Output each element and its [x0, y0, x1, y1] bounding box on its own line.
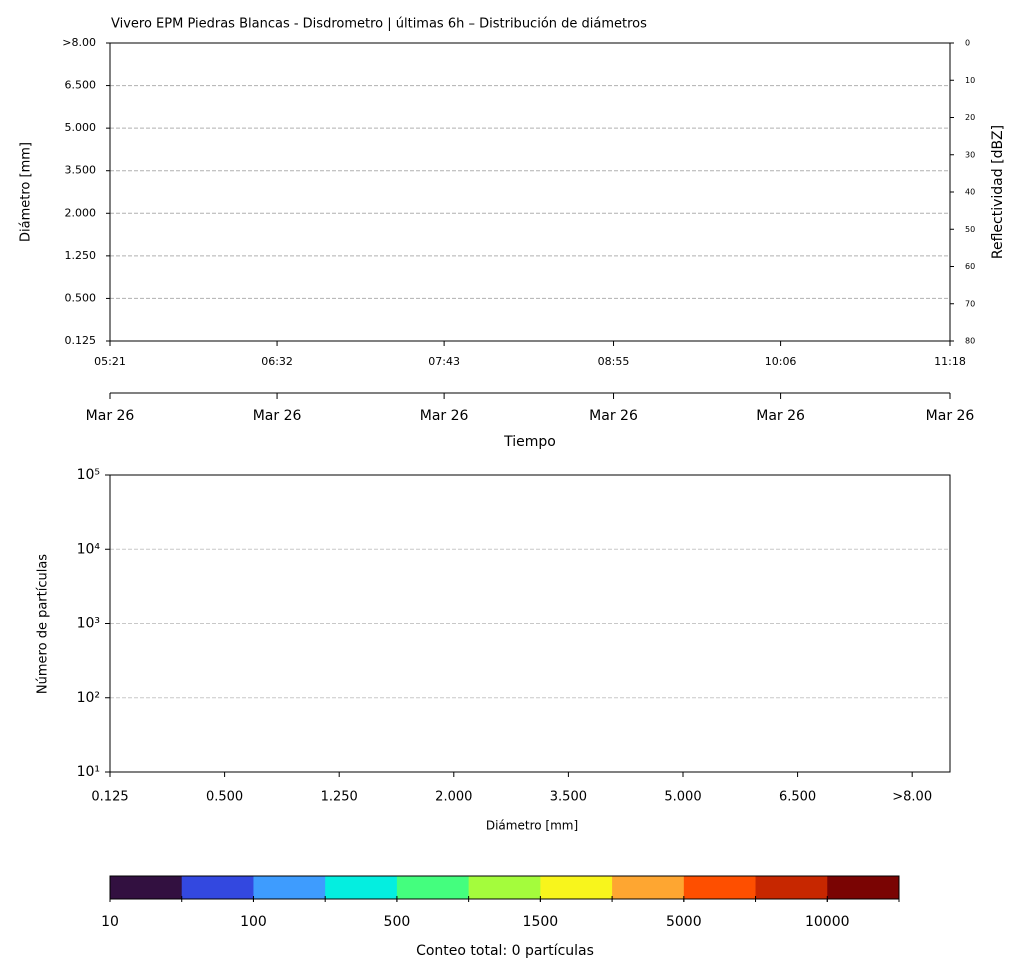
y-axis-label: Diámetro [mm] [19, 142, 34, 242]
y2-axis-label: Reflectividad [dBZ] [990, 125, 1006, 259]
y2-tick-label: 70 [965, 299, 975, 308]
colorbar-segment [468, 876, 541, 899]
y-tick-label: >8.00 [62, 36, 96, 49]
y2-tick-label: 80 [965, 337, 975, 346]
colorbar-segment [755, 876, 828, 899]
x-tick-label: 0.125 [91, 790, 128, 805]
y-tick-label: 10³ [77, 616, 100, 632]
x-tick-label: 10:06 [765, 355, 797, 368]
date-tick-label: Mar 26 [926, 408, 975, 424]
y-tick-label: 10² [77, 690, 100, 706]
y-tick-label: 10⁵ [77, 467, 100, 483]
x-tick-label: 2.000 [435, 790, 472, 805]
y-tick-label: 10¹ [77, 764, 100, 780]
date-tick-label: Mar 26 [253, 408, 302, 424]
colorbar-tick-label: 10 [101, 914, 119, 930]
colorbar-tick-label: 100 [240, 914, 267, 930]
x-tick-label: 6.500 [779, 790, 816, 805]
colorbar-frame [109, 875, 900, 900]
y-tick-label: 0.125 [65, 334, 97, 347]
x-tick-label: >8.00 [892, 790, 932, 805]
colorbar-tick-label: 5000 [666, 914, 702, 930]
x-axis-label: Diámetro [mm] [486, 819, 578, 833]
x-tick-label: 5.000 [664, 790, 701, 805]
colorbar-segment [181, 876, 254, 899]
plot-frame [109, 474, 951, 773]
colorbar-segment [540, 876, 613, 899]
date-tick-label: Mar 26 [86, 408, 135, 424]
y2-tick-label: 50 [965, 225, 975, 234]
colorbar-segment [396, 876, 470, 899]
y-tick-label: 3.500 [65, 164, 97, 177]
y-tick-label: 10⁴ [77, 541, 101, 557]
date-tick-label: Mar 26 [589, 408, 638, 424]
y2-tick-label: 40 [965, 188, 975, 197]
y-tick-label: 5.000 [65, 121, 97, 134]
y2-tick-label: 10 [965, 76, 975, 85]
x-tick-label: 1.250 [321, 790, 358, 805]
y2-tick-label: 30 [965, 150, 975, 159]
x-tick-label: 05:21 [94, 355, 126, 368]
date-tick-label: Mar 26 [756, 408, 805, 424]
x-tick-label: 07:43 [428, 355, 460, 368]
y-tick-label: 0.500 [65, 291, 97, 304]
colorbar-tick-label: 1500 [523, 914, 559, 930]
colorbar-label: Conteo total: 0 partículas [416, 943, 594, 959]
y-tick-label: 1.250 [65, 249, 97, 262]
y-tick-label: 2.000 [65, 206, 97, 219]
date-tick-label: Mar 26 [420, 408, 469, 424]
x-tick-label: 11:18 [934, 355, 966, 368]
y2-tick-label: 60 [965, 262, 975, 271]
colorbar-segment [683, 876, 757, 899]
chart-title: Vivero EPM Piedras Blancas - Disdrometro… [111, 17, 647, 32]
plot-frame [109, 42, 951, 342]
x-tick-label: 0.500 [206, 790, 243, 805]
colorbar-segment [253, 876, 326, 899]
y-tick-label: 6.500 [65, 79, 97, 92]
colorbar-segment [827, 876, 900, 899]
colorbar-segment [325, 876, 398, 899]
colorbar-segment [612, 876, 685, 899]
colorbar-tick-label: 500 [384, 914, 411, 930]
x-axis-label: Tiempo [503, 434, 556, 450]
colorbar-tick-label: 10000 [805, 914, 850, 930]
y2-tick-label: 20 [965, 113, 975, 122]
x-tick-label: 06:32 [261, 355, 293, 368]
y-axis-label: Número de partículas [36, 554, 51, 694]
colorbar-segment [110, 876, 183, 899]
y2-tick-label: 0 [965, 39, 970, 48]
x-tick-label: 08:55 [598, 355, 630, 368]
x-tick-label: 3.500 [550, 790, 587, 805]
